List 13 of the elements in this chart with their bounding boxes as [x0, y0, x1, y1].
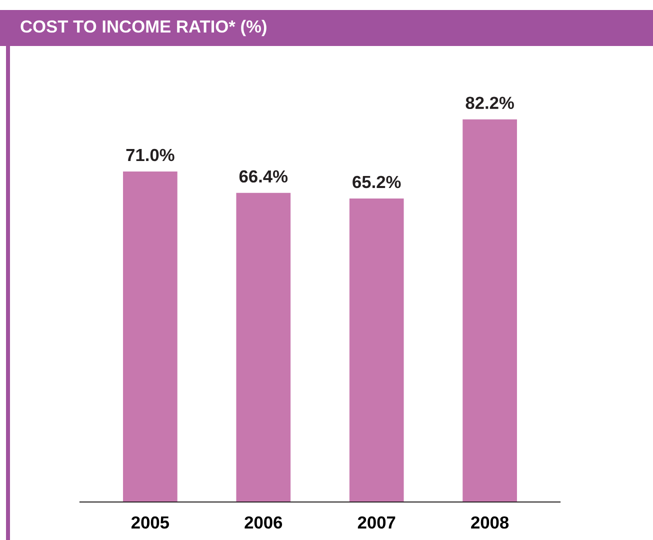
x-tick-label: 2008	[471, 516, 509, 529]
bar	[349, 198, 404, 502]
data-label: 65.2%	[352, 176, 401, 188]
bar	[462, 119, 517, 502]
bar	[236, 192, 291, 502]
chart-title: COST TO INCOME RATIO* (%)	[20, 20, 266, 36]
bar	[123, 172, 178, 502]
data-label: 71.0%	[126, 148, 174, 162]
x-tick-label: 2006	[244, 516, 282, 529]
x-tick-label: 2007	[358, 516, 396, 529]
data-label: 82.2%	[466, 96, 514, 110]
x-tick-label: 2005	[131, 516, 170, 529]
data-label: 66.4%	[239, 170, 288, 183]
